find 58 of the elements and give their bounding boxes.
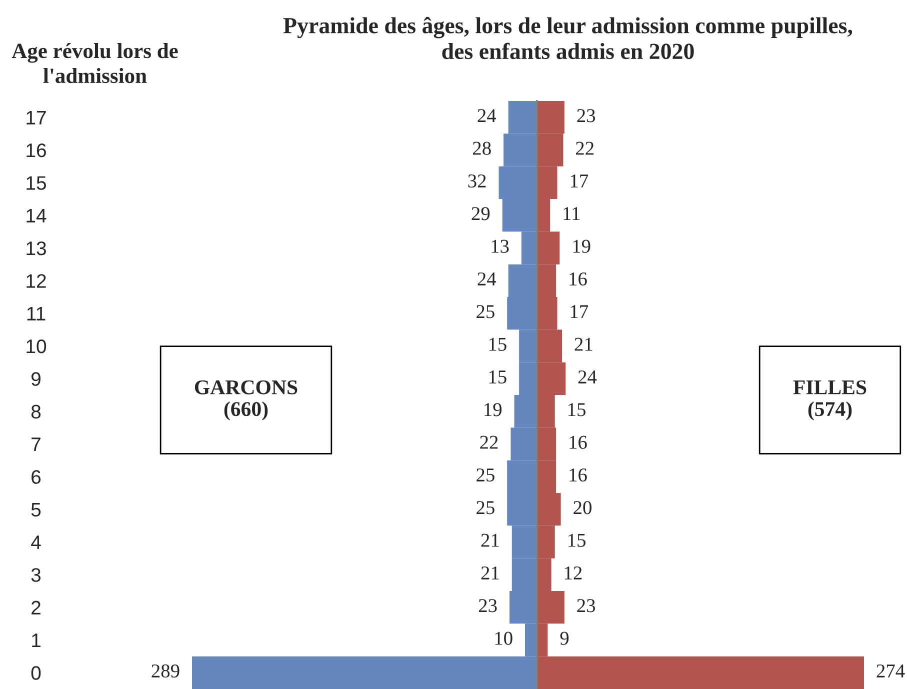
data-label: 289 [152, 664, 180, 678]
data-label: 17 [570, 305, 588, 318]
data-label: 13 [492, 240, 509, 253]
data-label: 16 [570, 468, 587, 482]
data-label: 25 [476, 305, 494, 318]
data-label: 21 [481, 534, 499, 547]
data-label: 25 [476, 501, 494, 514]
data-label: 21 [481, 566, 499, 580]
data-label: 24 [578, 370, 597, 384]
y-tick-label: 1 [32, 634, 40, 648]
y-axis-title: Age révolu lors de l'admission [12, 43, 178, 84]
data-label: 21 [574, 338, 592, 351]
y-tick-label: 12 [26, 274, 46, 288]
data-label: 32 [468, 174, 486, 188]
annotation: GARCONS (660) [194, 380, 298, 420]
y-tick-label: 7 [32, 438, 40, 452]
y-tick-label: 10 [26, 339, 46, 354]
data-label: 20 [574, 501, 592, 514]
y-tick-label: 11 [27, 307, 46, 320]
y-tick-label: 16 [26, 143, 46, 158]
y-tick-label: 13 [26, 241, 46, 256]
data-label: 274 [876, 664, 905, 678]
y-tick-label: 4 [31, 536, 41, 550]
data-label: 23 [478, 599, 497, 612]
data-label: 28 [472, 142, 491, 155]
data-label: 23 [577, 599, 596, 612]
y-tick-label: 8 [31, 404, 41, 419]
data-label: 12 [564, 566, 582, 580]
data-label: 15 [568, 534, 586, 547]
data-label: 11 [564, 207, 580, 220]
y-tick-label: 6 [32, 470, 41, 484]
y-tick-label: 17 [26, 111, 46, 124]
data-label: 25 [476, 468, 494, 482]
data-label: 22 [576, 142, 594, 155]
data-label: 24 [478, 272, 496, 286]
data-label: 10 [495, 632, 512, 645]
data-label: 22 [480, 436, 498, 449]
annotation: FILLES (574) [793, 380, 866, 420]
data-label: 29 [472, 207, 490, 220]
y-tick-label: 3 [31, 568, 41, 582]
data-label: 16 [570, 272, 587, 286]
y-tick-label: 2 [32, 600, 40, 614]
data-label: 19 [484, 403, 502, 416]
y-tick-label: 0 [31, 666, 41, 680]
data-label: 15 [489, 338, 506, 351]
data-label: 9 [560, 632, 569, 645]
data-label: 15 [489, 370, 506, 384]
data-label: 15 [568, 403, 586, 416]
data-label: 24 [478, 109, 496, 122]
chart-title: Pyramide des âges, lors de leur admission comme pupilles, des enfants admis en 2020 [283, 17, 852, 60]
data-label: 17 [570, 174, 588, 188]
y-tick-label: 5 [31, 503, 41, 517]
y-tick-label: 15 [26, 176, 46, 190]
y-tick-label: 14 [26, 209, 46, 222]
data-label: 19 [573, 240, 590, 253]
y-tick-label: 9 [32, 372, 40, 386]
data-label: 16 [570, 436, 587, 449]
data-label: 23 [577, 109, 596, 122]
